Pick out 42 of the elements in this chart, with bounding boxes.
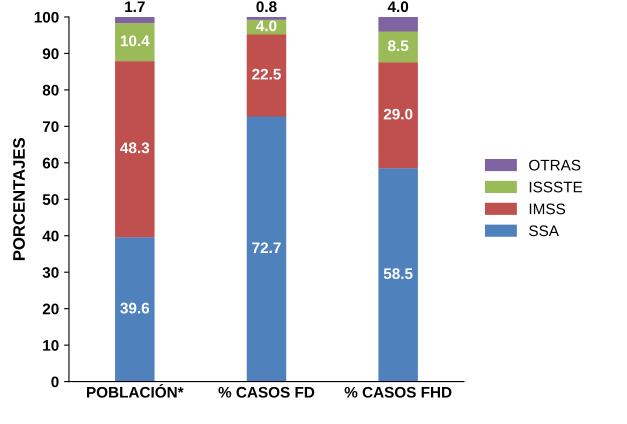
y-tick-label: 70 xyxy=(42,121,59,132)
bar xyxy=(246,16,286,20)
bar xyxy=(378,16,418,32)
y-tick-label: 30 xyxy=(42,267,59,278)
data-label: 1.7 xyxy=(125,1,145,12)
y-tick-label: 20 xyxy=(42,304,59,314)
y-tick-label: 0 xyxy=(51,376,59,388)
y-tick-label: 100 xyxy=(34,12,59,23)
data-label: 39.6 xyxy=(120,302,150,314)
bar xyxy=(378,62,418,168)
y-tick-label: 10 xyxy=(43,340,59,351)
bar xyxy=(115,237,155,382)
data-label: 0.8 xyxy=(256,1,277,12)
data-label: 10.4 xyxy=(120,35,150,46)
legend-label: SSA xyxy=(529,225,559,236)
x-tick-label: POBLACIÓN* xyxy=(87,384,184,398)
y-tick-label: 50 xyxy=(42,194,59,205)
y-tick-label: 80 xyxy=(42,84,59,96)
y-tick-label: 60 xyxy=(42,158,59,168)
y-axis-title: PORCENTAJES xyxy=(13,138,25,260)
data-label: 29.0 xyxy=(384,108,412,120)
y-tick-label: 90 xyxy=(42,48,59,60)
data-label: 72.7 xyxy=(252,242,281,254)
bar xyxy=(378,168,418,382)
data-label: 4.0 xyxy=(388,1,408,12)
x-tick-label: % CASOS FD xyxy=(218,386,314,398)
bar xyxy=(378,32,418,63)
legend-label: ISSSTE xyxy=(530,182,582,192)
data-label: 48.3 xyxy=(120,142,150,154)
data-label: 8.5 xyxy=(388,40,408,52)
bar xyxy=(115,16,155,24)
legend-label: IMSS xyxy=(530,204,566,214)
y-tick-label: 40 xyxy=(42,230,59,242)
bar xyxy=(246,116,286,382)
bar xyxy=(115,23,155,62)
data-label: 4.0 xyxy=(256,20,276,32)
bar xyxy=(246,34,286,117)
legend-label: OTRAS xyxy=(529,160,580,171)
data-label: 22.5 xyxy=(252,68,281,80)
data-label: 58.5 xyxy=(384,268,413,280)
bar xyxy=(115,61,155,238)
x-tick-label: % CASOS FHD xyxy=(344,386,452,398)
